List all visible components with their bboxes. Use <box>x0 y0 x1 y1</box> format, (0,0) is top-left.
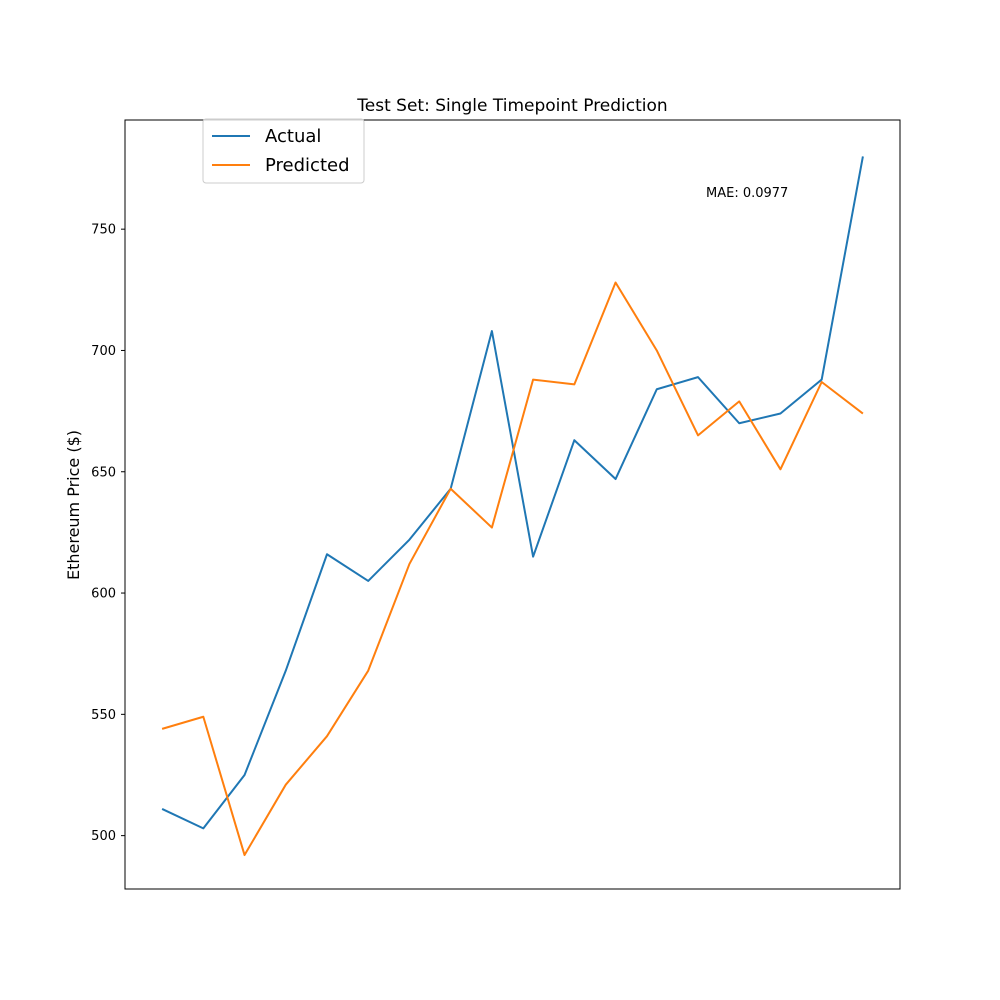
y-axis-label: Ethereum Price ($) <box>64 430 83 580</box>
y-axis: 500 550 600 650 700 750 <box>91 223 125 844</box>
legend: Actual Predicted <box>202 118 365 184</box>
plot-area <box>124 119 901 890</box>
y-tick-label: 750 <box>91 223 116 238</box>
y-tick-label: 650 <box>91 465 116 480</box>
y-tick-label: 500 <box>91 829 116 844</box>
legend-label-predicted: Predicted <box>265 155 350 176</box>
y-tick-label: 600 <box>91 587 116 602</box>
series-line-actual <box>161 156 864 830</box>
legend-label-actual: Actual <box>265 126 321 147</box>
series-line-predicted <box>161 281 864 857</box>
series-lines <box>161 156 864 857</box>
y-tick-label: 550 <box>91 708 116 723</box>
chart-title: Test Set: Single Timepoint Prediction <box>356 96 667 116</box>
mae-annotation: MAE: 0.0977 <box>706 186 788 201</box>
y-tick-label: 700 <box>91 344 116 359</box>
